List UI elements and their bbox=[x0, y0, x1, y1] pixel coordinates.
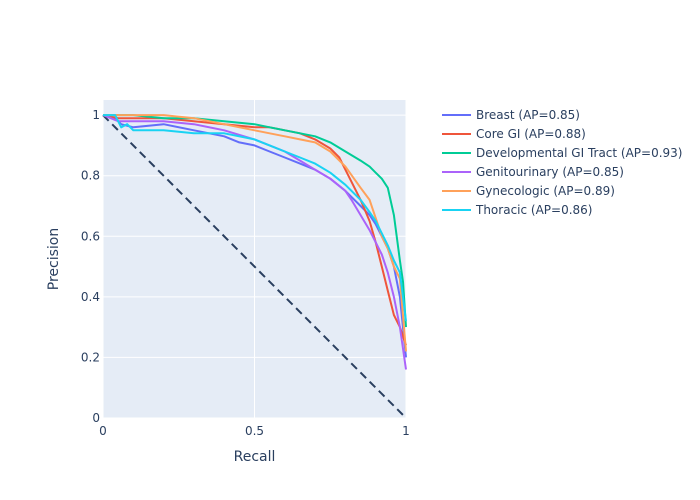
grid-lines bbox=[102, 100, 407, 419]
legend-label: Core GI (AP=0.88) bbox=[476, 127, 586, 141]
y-tick-label: 0.2 bbox=[81, 350, 100, 364]
reference-line-layer bbox=[102, 114, 407, 419]
x-tick-label: 0.5 bbox=[245, 424, 264, 438]
legend: Breast (AP=0.85) Core GI (AP=0.88) Develop… bbox=[442, 108, 683, 217]
legend-item[interactable]: Breast (AP=0.85) bbox=[442, 108, 580, 122]
series-line bbox=[103, 114, 407, 352]
legend-label: Genitourinary (AP=0.85) bbox=[476, 165, 624, 179]
series-line bbox=[102, 114, 407, 370]
legend-item[interactable]: Gynecologic (AP=0.89) bbox=[442, 184, 615, 198]
legend-label: Thoracic (AP=0.86) bbox=[475, 203, 593, 217]
legend-label: Developmental GI Tract (AP=0.93) bbox=[476, 146, 683, 160]
legend-item[interactable]: Genitourinary (AP=0.85) bbox=[442, 165, 624, 179]
y-tick-label: 0.8 bbox=[81, 169, 100, 183]
legend-item[interactable]: Core GI (AP=0.88) bbox=[442, 127, 586, 141]
x-axis-title: Recall bbox=[234, 449, 276, 465]
x-tick-label: 0 bbox=[99, 424, 107, 438]
y-tick-label: 1 bbox=[92, 108, 100, 122]
legend-label: Breast (AP=0.85) bbox=[476, 108, 580, 122]
y-tick-label: 0.6 bbox=[81, 229, 100, 243]
tick-labels: 0 0.5 1 0 0.2 0.4 0.6 0.8 1 bbox=[81, 108, 410, 438]
legend-item[interactable]: Thoracic (AP=0.86) bbox=[442, 203, 593, 217]
series-line bbox=[103, 114, 407, 322]
series-line bbox=[102, 114, 407, 346]
legend-item[interactable]: Developmental GI Tract (AP=0.93) bbox=[442, 146, 683, 160]
y-axis-title: Precision bbox=[46, 228, 62, 290]
y-tick-label: 0.4 bbox=[81, 290, 100, 304]
series-lines bbox=[102, 114, 407, 370]
y-tick-label: 0 bbox=[92, 411, 100, 425]
x-tick-label: 1 bbox=[402, 424, 410, 438]
legend-label: Gynecologic (AP=0.89) bbox=[476, 184, 615, 198]
chance-reference-line bbox=[102, 114, 407, 419]
